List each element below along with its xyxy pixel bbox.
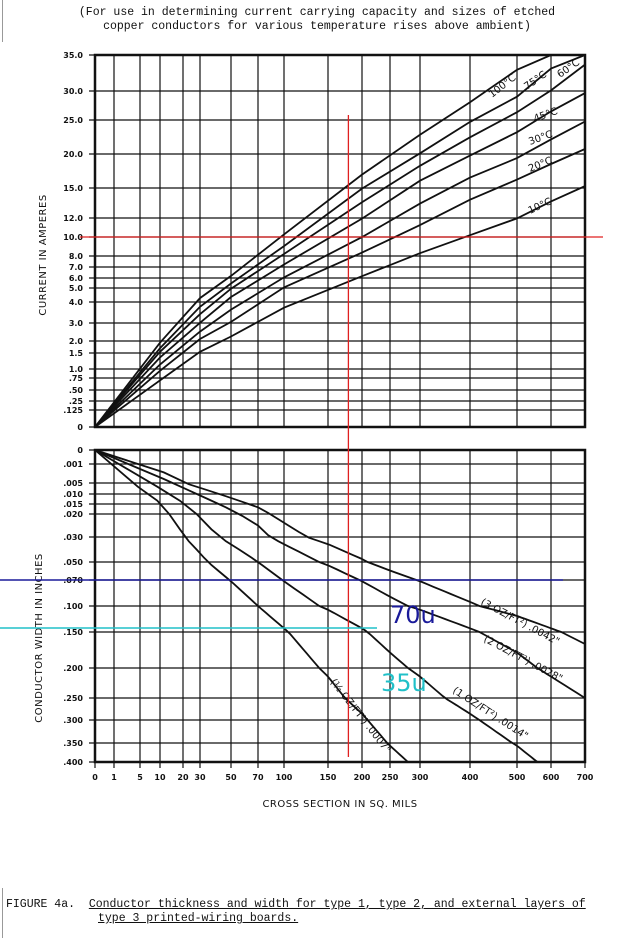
curve-20c xyxy=(95,148,585,427)
caption-label: FIGURE 4a. xyxy=(6,898,76,911)
width-plot-frame xyxy=(93,448,587,764)
curve-label: 45°C xyxy=(532,106,559,125)
caption-line-2: type 3 printed-wiring boards. xyxy=(98,912,299,925)
y-tick-label-width: .150 xyxy=(63,628,83,637)
x-tick-label: 5 xyxy=(137,773,143,782)
x-tick-label: 20 xyxy=(177,773,189,782)
x-tick-label: 700 xyxy=(577,773,594,782)
x-tick-label: 300 xyxy=(412,773,429,782)
header-line-1: (For use in determining current carrying… xyxy=(78,6,556,19)
y-tick-label-width: 0 xyxy=(77,446,83,455)
y-tick-label-width: .020 xyxy=(63,510,83,519)
y-tick-label-width: .400 xyxy=(63,758,83,767)
scan-edge-line xyxy=(2,0,3,42)
y-tick-label-current: 6.0 xyxy=(69,274,84,283)
curve-10c xyxy=(95,185,585,427)
x-tick-label: 10 xyxy=(154,773,166,782)
y-tick-label-current: 30.0 xyxy=(63,87,83,96)
y-tick-label-current: 0 xyxy=(77,423,83,432)
width-line-0 xyxy=(95,450,585,645)
x-tick-label: 600 xyxy=(543,773,560,782)
curve-45c xyxy=(95,92,585,427)
width-line-3 xyxy=(95,450,409,762)
y-tick-label-current: 2.0 xyxy=(69,337,84,346)
y-tick-label-current: 3.0 xyxy=(69,319,84,328)
y-tick-label-width: .001 xyxy=(63,460,83,469)
y-tick-label-current: 8.0 xyxy=(69,252,84,261)
y-tick-label-current: 4.0 xyxy=(69,298,84,307)
x-tick-label: 200 xyxy=(354,773,371,782)
y-tick-label-width: .010 xyxy=(63,490,83,499)
y-tick-label-current: 15.0 xyxy=(63,184,83,193)
conductor-chart: 35.030.025.020.015.012.010.08.07.06.05.0… xyxy=(0,51,603,810)
x-tick-label: 1 xyxy=(111,773,117,782)
y-tick-label-width: .005 xyxy=(63,479,83,488)
y-tick-label-width: .050 xyxy=(63,558,83,567)
y-tick-label-current: 5.0 xyxy=(69,284,84,293)
y-tick-label-current: 10.0 xyxy=(63,233,83,242)
y-tick-label-current: 20.0 xyxy=(63,150,83,159)
caption-line-1: Conductor thickness and width for type 1… xyxy=(88,898,586,911)
curve-label: 20°C xyxy=(527,155,554,174)
y-tick-label-width: .015 xyxy=(63,500,83,509)
y-tick-label-width: .350 xyxy=(63,739,83,748)
width-line-label: (1 OZ/FT²) .0014" xyxy=(450,685,529,742)
figure-caption: FIGURE 4a. Conductor thickness and width… xyxy=(6,898,586,926)
y-tick-label-current: 7.0 xyxy=(69,263,84,272)
curve-label: 10°C xyxy=(527,196,554,216)
current-plot-frame xyxy=(93,53,587,429)
curve-100c xyxy=(95,55,585,427)
y-tick-label-current: .125 xyxy=(63,406,83,415)
x-axis-title: CROSS SECTION IN SQ. MILS xyxy=(262,799,417,810)
x-tick-label: 250 xyxy=(382,773,399,782)
y-tick-label-current: .75 xyxy=(69,374,84,383)
header-line-2: copper conductors for various temperatur… xyxy=(103,20,531,33)
y-tick-label-width: .250 xyxy=(63,694,83,703)
curve-30c xyxy=(95,120,585,427)
width-line-2 xyxy=(95,450,538,762)
curve-75c xyxy=(95,55,585,427)
y-tick-label-current: .25 xyxy=(69,397,84,406)
y-tick-label-current: 1.5 xyxy=(69,349,84,358)
y-tick-label-current: 1.0 xyxy=(69,365,84,374)
y-tick-label-current: 12.0 xyxy=(63,214,83,223)
y-tick-label-current: 35.0 xyxy=(63,51,83,60)
scan-edge-line xyxy=(2,888,3,938)
curve-60c xyxy=(95,63,585,427)
x-tick-label: 30 xyxy=(194,773,206,782)
x-tick-label: 50 xyxy=(225,773,237,782)
x-tick-label: 400 xyxy=(462,773,479,782)
y-tick-label-width: .300 xyxy=(63,716,83,725)
y-tick-label-width: .100 xyxy=(63,602,83,611)
y-tick-label-width: .200 xyxy=(63,664,83,673)
x-tick-label: 100 xyxy=(276,773,293,782)
curve-label: 75°C xyxy=(522,69,549,92)
y-tick-label-width: .030 xyxy=(63,533,83,542)
x-tick-label: 70 xyxy=(252,773,264,782)
x-tick-label: 150 xyxy=(320,773,337,782)
label-35u: 35u xyxy=(381,669,427,697)
x-tick-label: 0 xyxy=(92,773,98,782)
label-70u: 70u xyxy=(390,601,436,629)
width-line-1 xyxy=(95,450,585,699)
y-axis-title-width: CONDUCTOR WIDTH IN INCHES xyxy=(34,553,45,723)
x-tick-label: 500 xyxy=(509,773,526,782)
y-axis-title-current: CURRENT IN AMPERES xyxy=(38,194,49,315)
y-tick-label-current: .50 xyxy=(69,386,84,395)
y-tick-label-current: 25.0 xyxy=(63,116,83,125)
